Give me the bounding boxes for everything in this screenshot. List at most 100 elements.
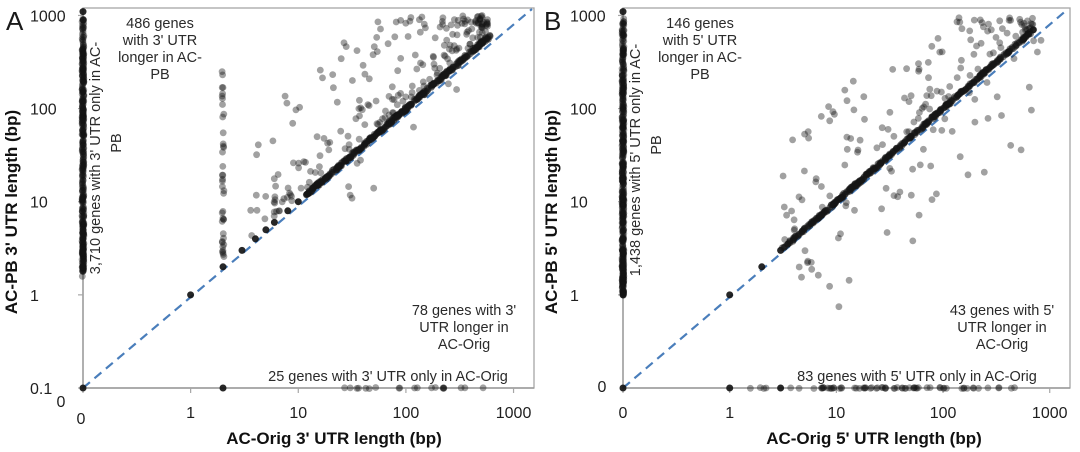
data-point [619, 32, 627, 40]
data-point [830, 384, 838, 392]
data-point [79, 86, 87, 94]
data-point [79, 100, 87, 108]
data-point [295, 164, 302, 172]
data-point [79, 36, 87, 44]
data-point [449, 30, 456, 38]
data-point [620, 37, 628, 45]
data-point [620, 132, 628, 140]
data-point [80, 33, 88, 41]
data-point [80, 203, 87, 211]
data-point [620, 163, 627, 171]
data-point [886, 108, 894, 116]
data-point [978, 19, 986, 26]
data-point [294, 198, 302, 206]
data-point [374, 18, 382, 26]
data-point [801, 130, 808, 138]
data-point [79, 263, 87, 271]
data-point [1007, 17, 1015, 24]
data-point [969, 384, 977, 392]
data-point [619, 124, 626, 132]
y-tick-label: 1000 [30, 8, 66, 25]
data-point [620, 82, 628, 90]
data-point [619, 263, 627, 271]
data-point [80, 147, 87, 155]
data-point [619, 190, 626, 198]
data-point [431, 80, 438, 87]
data-point [619, 137, 627, 145]
data-point [620, 206, 628, 214]
data-point [79, 148, 87, 156]
data-point [357, 104, 365, 112]
data-point [619, 151, 627, 159]
data-point [862, 384, 870, 392]
data-point [620, 209, 628, 217]
data-point [620, 189, 627, 196]
data-point [80, 113, 87, 121]
data-point [1025, 83, 1033, 91]
data-point [381, 114, 389, 121]
data-point [430, 53, 437, 61]
data-point [620, 15, 628, 23]
data-point [79, 164, 86, 172]
data-point [620, 20, 627, 28]
data-point [79, 180, 87, 187]
data-point [80, 136, 87, 144]
data-point [999, 25, 1006, 32]
data-point [325, 146, 333, 154]
data-point [392, 18, 400, 26]
data-point [355, 384, 362, 392]
data-point [619, 85, 627, 93]
data-point [620, 148, 628, 156]
data-point [474, 41, 482, 48]
data-point [925, 74, 932, 82]
data-point [868, 384, 875, 391]
data-point [80, 51, 87, 58]
data-point [281, 92, 289, 100]
data-point [219, 90, 227, 98]
data-point [79, 24, 87, 32]
data-point [80, 190, 87, 197]
data-point [998, 112, 1005, 119]
data-point [818, 384, 825, 392]
data-point [898, 384, 906, 392]
data-point [619, 20, 626, 28]
data-point [373, 120, 381, 128]
data-point [219, 171, 227, 179]
data-point [619, 177, 627, 185]
data-point [219, 175, 227, 183]
data-point [78, 147, 86, 154]
data-point [618, 206, 626, 214]
data-point [808, 220, 815, 227]
data-point [451, 16, 458, 23]
data-point [478, 20, 486, 28]
data-point [618, 284, 626, 292]
data-point [619, 58, 626, 66]
data-point [79, 141, 87, 149]
data-point [80, 73, 87, 81]
data-point [620, 282, 627, 290]
data-point [79, 125, 87, 133]
data-point [938, 88, 945, 96]
data-point [80, 213, 87, 221]
data-point [458, 20, 466, 27]
data-point [619, 51, 626, 59]
data-point [79, 109, 87, 117]
data-point [620, 34, 627, 42]
data-point [476, 16, 484, 24]
data-point [352, 115, 360, 123]
data-point [80, 92, 88, 100]
data-point [370, 43, 378, 51]
tick-labels-layer: 1 10 100 1000 1000 100 10 1 0.1 [30, 8, 531, 422]
data-point [619, 162, 627, 170]
data-point [933, 87, 941, 95]
data-point [620, 257, 627, 264]
data-point [330, 84, 337, 92]
y-tick-label: 1 [30, 288, 39, 305]
data-point [220, 216, 228, 223]
data-point [619, 273, 627, 281]
data-point [620, 32, 628, 40]
data-point [479, 384, 487, 392]
data-point [857, 177, 865, 185]
data-point [79, 44, 87, 52]
data-point [889, 66, 897, 73]
